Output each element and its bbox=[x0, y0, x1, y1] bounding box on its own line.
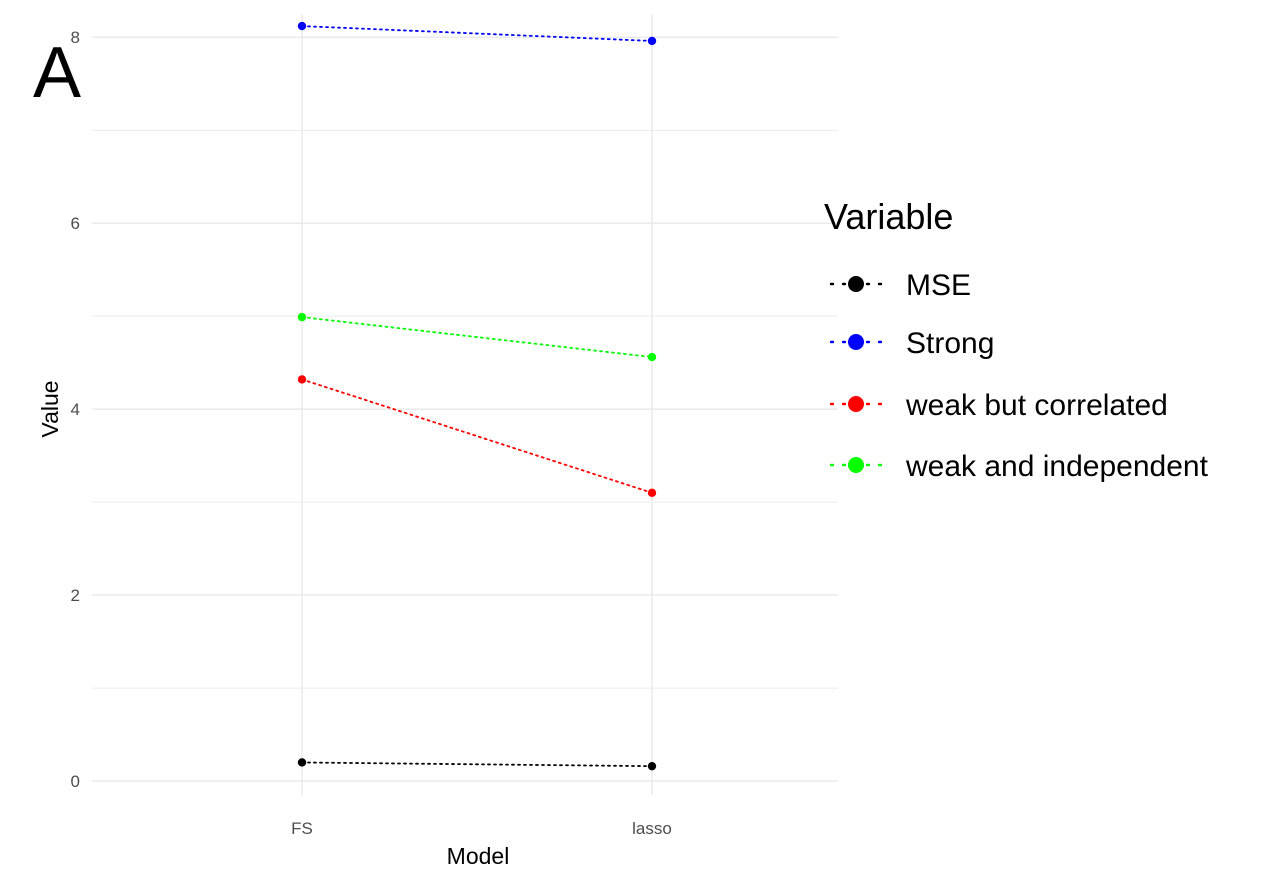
legend-items: MSE Strong weak but correlated weak and ind… bbox=[829, 269, 1209, 483]
legend-item: weak but correlated bbox=[829, 389, 1168, 422]
data-point bbox=[647, 488, 657, 498]
legend-marker bbox=[848, 457, 864, 473]
panel-letter: A bbox=[33, 33, 81, 113]
data-point bbox=[297, 758, 307, 767]
x-tick-label: lasso bbox=[632, 819, 672, 838]
data-point bbox=[647, 761, 657, 771]
legend-marker bbox=[848, 276, 864, 292]
series-0 bbox=[297, 758, 657, 771]
y-tick-label: 2 bbox=[71, 586, 80, 605]
legend-item: weak and independent bbox=[829, 450, 1209, 483]
y-tick-label: 4 bbox=[71, 400, 80, 419]
legend-label: MSE bbox=[906, 269, 971, 302]
data-point bbox=[297, 312, 307, 322]
legend-title: Variable bbox=[824, 196, 953, 237]
y-tick-label: 8 bbox=[71, 28, 80, 47]
legend-item: MSE bbox=[829, 269, 971, 302]
tick-labels: 0 2 4 6 8 FS lasso bbox=[71, 28, 672, 838]
data-point bbox=[297, 375, 307, 384]
series-2 bbox=[297, 375, 657, 498]
series-line bbox=[301, 761, 653, 768]
y-tick-label: 0 bbox=[71, 772, 80, 791]
legend-marker bbox=[848, 396, 864, 412]
data-point bbox=[647, 352, 657, 362]
legend-label: weak and independent bbox=[905, 450, 1209, 483]
legend-marker bbox=[848, 334, 864, 350]
data-point bbox=[297, 21, 307, 31]
legend: Variable MSE Strong weak but correlated wea… bbox=[824, 196, 1209, 483]
x-axis-title: Model bbox=[447, 843, 510, 869]
legend-item: Strong bbox=[829, 327, 994, 360]
series-1 bbox=[297, 21, 657, 46]
data-point bbox=[647, 36, 657, 46]
legend-label: weak but correlated bbox=[905, 389, 1168, 422]
series-3 bbox=[297, 312, 657, 362]
legend-label: Strong bbox=[906, 327, 994, 360]
y-tick-label: 6 bbox=[71, 214, 80, 233]
series-group bbox=[297, 21, 657, 771]
x-tick-label: FS bbox=[291, 819, 313, 838]
series-line bbox=[301, 378, 653, 494]
y-axis-title: Value bbox=[37, 380, 63, 437]
grid-lines bbox=[92, 14, 838, 795]
series-line bbox=[301, 25, 653, 42]
series-line bbox=[301, 316, 653, 358]
